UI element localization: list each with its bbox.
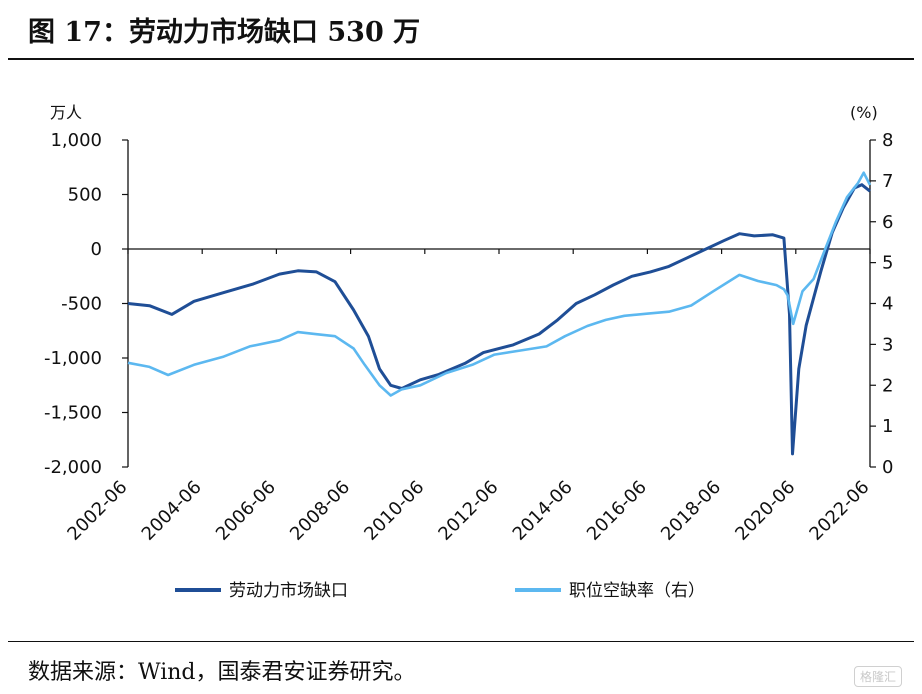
left-tick-label: -1,000 [44,348,102,369]
right-tick-label: 5 [882,253,893,274]
left-tick-label: -500 [61,294,102,315]
right-tick-label: 4 [882,294,893,315]
x-tick-label: 2008-06 [286,477,354,545]
right-tick-label: 3 [882,334,893,355]
source-note: 数据来源：Wind，国泰君安证券研究。 [28,660,416,685]
right-tick-label: 2 [882,375,893,396]
x-tick-label: 2012-06 [434,477,502,545]
page-title: 图 17：劳动力市场缺口 530 万 [28,17,421,48]
left-tick-label: 500 [68,185,102,206]
x-tick-label: 2010-06 [360,477,428,545]
left-y-axis: 1,000 500 0 -500 -1,000 -1,500 -2,000 [44,130,129,478]
right-tick-label: 8 [882,130,893,151]
x-tick-label: 2006-06 [212,477,280,545]
x-tick-label: 2022-06 [805,477,873,545]
right-tick-label: 6 [882,212,893,233]
left-tick-label: -2,000 [44,457,102,478]
x-tick-label: 2020-06 [731,477,799,545]
left-tick-label: 0 [91,239,102,260]
watermark-logo: 格隆汇 [853,666,902,687]
labor-gap-line [127,183,871,456]
x-tick-label: 2016-06 [583,477,651,545]
right-tick-label: 1 [882,416,893,437]
x-tick-label: 2004-06 [138,477,206,545]
right-y-axis: 8 7 6 5 4 3 2 1 0 [869,130,893,478]
left-tick-label: 1,000 [50,130,102,151]
left-axis-unit: 万人 [50,103,82,122]
right-axis-unit: (%) [850,103,878,122]
legend-label: 劳动力市场缺口 [229,581,348,601]
vacancy-rate-line [127,171,872,397]
x-axis: 2002-06 2004-06 2006-06 2008-06 2010-06 2012-… [63,248,874,545]
right-tick-label: 7 [882,171,893,192]
legend: 劳动力市场缺口 职位空缺率（右） [175,581,705,601]
footer-divider [8,641,914,642]
legend-label: 职位空缺率（右） [569,581,705,601]
title-divider [8,58,914,60]
x-tick-label: 2002-06 [63,477,131,545]
right-tick-label: 0 [882,457,893,478]
x-tick-label: 2018-06 [657,477,725,545]
line-chart: 1,000 500 0 -500 -1,000 -1,500 -2,000 8 7 6 5 4 3 2 1… [44,103,893,601]
series-layer [127,171,872,456]
left-tick-label: -1,500 [44,403,102,424]
x-tick-label: 2014-06 [509,477,577,545]
